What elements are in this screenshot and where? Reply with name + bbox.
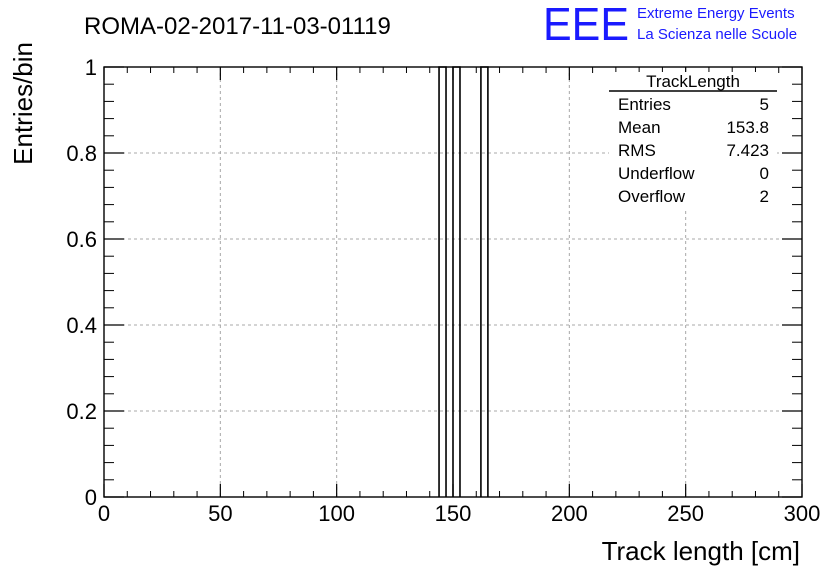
x-axis-label: Track length [cm] <box>602 536 800 566</box>
x-tick-label: 200 <box>551 501 588 526</box>
stats-label: RMS <box>618 141 656 160</box>
axis-ticks <box>103 66 803 498</box>
x-tick-label: 0 <box>98 501 110 526</box>
x-tick-label: 150 <box>435 501 472 526</box>
logo-line-2: La Scienza nelle Scuole <box>637 26 797 43</box>
x-tick-label: 250 <box>667 501 704 526</box>
y-tick-label: 0.4 <box>66 313 97 338</box>
stats-rows: Entries 5 Mean 153.8 RMS 7.423 Underflow 0 Overf… <box>618 95 769 206</box>
chart-title: ROMA-02-2017-11-03-01119 <box>84 13 391 40</box>
histogram-bars <box>438 66 489 497</box>
histogram-bar <box>480 66 489 497</box>
histogram-bar <box>452 66 461 497</box>
stats-value: 2 <box>760 187 769 206</box>
x-tick-label: 300 <box>784 501 821 526</box>
x-tick-label: 100 <box>318 501 355 526</box>
logo-line-1: Extreme Energy Events <box>637 5 795 22</box>
stats-value: 0 <box>760 164 769 183</box>
eee-logo: EEE Extreme Energy Events La Scienza nel… <box>543 0 797 50</box>
stats-box: TrackLength Entries 5 Mean 153.8 RMS 7.423 Und… <box>609 72 777 208</box>
y-tick-label: 0.8 <box>66 141 97 166</box>
y-axis-label: Entries/bin <box>8 42 38 165</box>
y-tick-label: 0.2 <box>66 399 97 424</box>
stats-label: Entries <box>618 95 671 114</box>
y-tick-label: 0 <box>85 485 97 510</box>
y-tick-labels: 0 0.2 0.4 0.6 0.8 1 <box>66 55 97 510</box>
histogram-bar <box>438 66 447 497</box>
logo-mark: EEE <box>543 0 629 50</box>
stats-value: 5 <box>760 95 769 114</box>
x-tick-labels: 0 50 100 150 200 250 300 <box>98 501 820 526</box>
stats-value: 7.423 <box>726 141 769 160</box>
stats-label: Underflow <box>618 164 695 183</box>
stats-label: Mean <box>618 118 661 137</box>
stats-value: 153.8 <box>726 118 769 137</box>
stats-title: TrackLength <box>646 72 740 91</box>
stats-label: Overflow <box>618 187 686 206</box>
y-tick-label: 1 <box>85 55 97 80</box>
x-tick-label: 50 <box>208 501 232 526</box>
stats-box-background <box>609 72 777 208</box>
y-tick-label: 0.6 <box>66 227 97 252</box>
